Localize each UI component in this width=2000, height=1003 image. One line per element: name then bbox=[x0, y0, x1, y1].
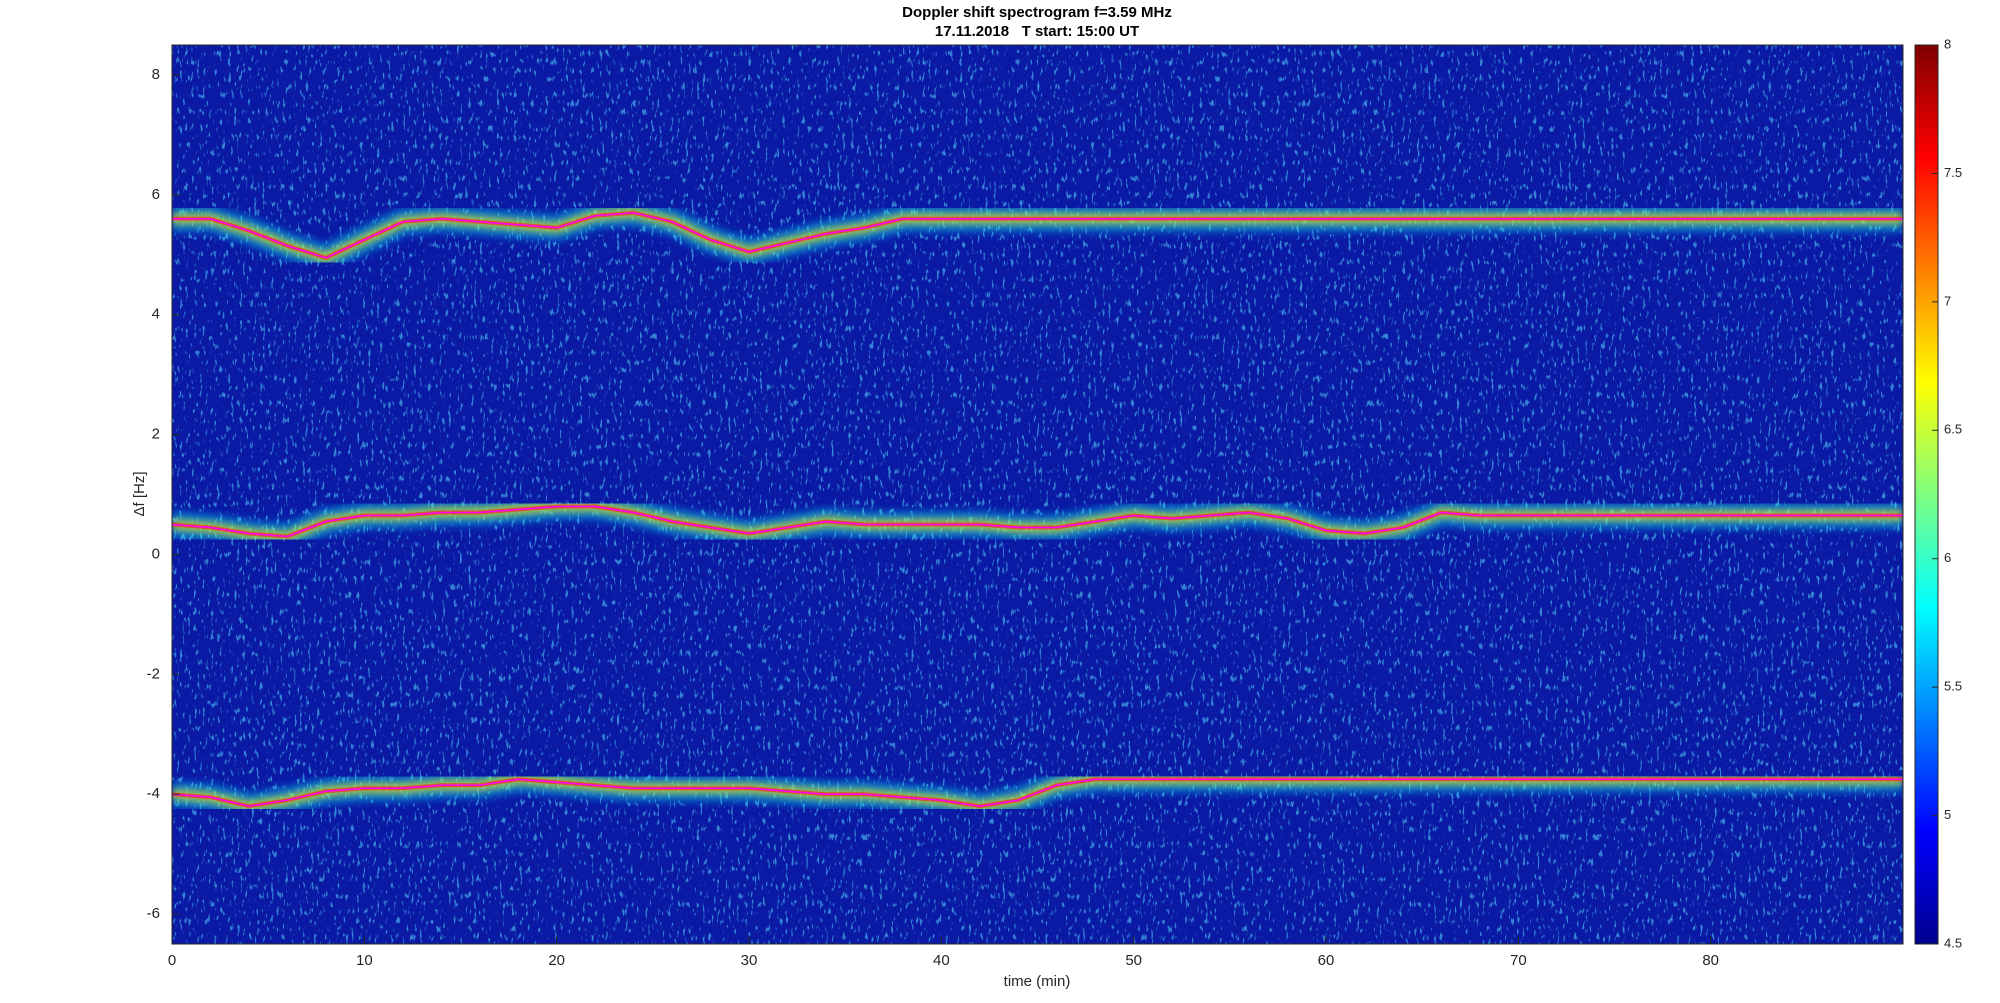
colorbar-tick-label: 8 bbox=[1944, 36, 1951, 51]
colorbar-tick-label: 7 bbox=[1944, 293, 1951, 308]
y-tick-label: 6 bbox=[152, 186, 160, 203]
y-tick-label: -4 bbox=[147, 785, 160, 802]
chart-subtitle: 17.11.2018 T start: 15:00 UT bbox=[935, 23, 1139, 40]
doppler-trace bbox=[172, 212, 1903, 259]
y-tick-label: 0 bbox=[152, 545, 160, 562]
colorbar-tick-label: 5 bbox=[1944, 807, 1951, 822]
plot-frame bbox=[171, 44, 1904, 945]
y-tick-label: 8 bbox=[152, 66, 160, 83]
x-tick-label: 20 bbox=[548, 952, 565, 969]
x-axis-label: time (min) bbox=[1004, 973, 1071, 990]
colorbar-tick-label: 6.5 bbox=[1944, 422, 1962, 437]
x-tick-label: 40 bbox=[933, 952, 950, 969]
y-tick-label: -2 bbox=[147, 665, 160, 682]
x-tick-label: 10 bbox=[356, 952, 373, 969]
doppler-trace bbox=[172, 778, 1903, 807]
colorbar-tick-label: 5.5 bbox=[1944, 679, 1962, 694]
y-tick-label: 4 bbox=[152, 306, 160, 323]
x-tick-label: 80 bbox=[1702, 952, 1719, 969]
colorbar-tick-label: 4.5 bbox=[1944, 935, 1962, 950]
chart-title: Doppler shift spectrogram f=3.59 MHz bbox=[902, 4, 1172, 21]
y-axis-label: Δf [Hz] bbox=[131, 471, 148, 516]
noise-texture bbox=[172, 45, 1903, 944]
doppler-trace bbox=[172, 505, 1903, 538]
colorbar bbox=[1914, 44, 1939, 945]
x-tick-label: 60 bbox=[1318, 952, 1335, 969]
plot-area bbox=[172, 199, 1903, 820]
x-tick-label: 50 bbox=[1125, 952, 1142, 969]
y-tick-label: 2 bbox=[152, 426, 160, 443]
x-tick-label: 70 bbox=[1510, 952, 1527, 969]
y-tick-label: -6 bbox=[147, 905, 160, 922]
colorbar-tick-label: 6 bbox=[1944, 550, 1951, 565]
x-tick-label: 0 bbox=[168, 952, 176, 969]
x-tick-label: 30 bbox=[741, 952, 758, 969]
colorbar-tick-label: 7.5 bbox=[1944, 165, 1962, 180]
